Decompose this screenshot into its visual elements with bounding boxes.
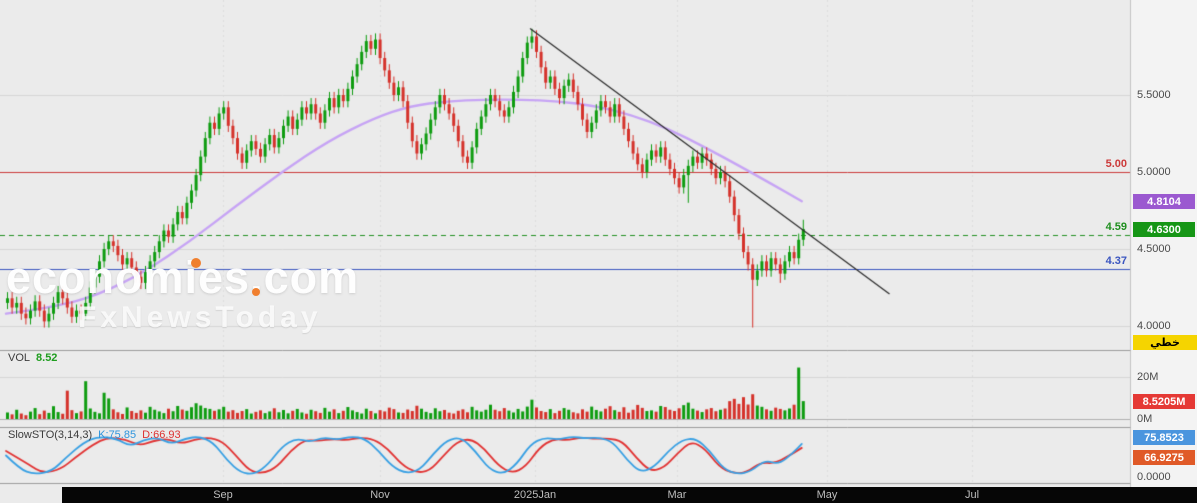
volume-value-badge: 8.5205M [1133, 394, 1195, 409]
y-axis-tick: 5.0000 [1137, 166, 1171, 178]
watermark-period-dot [252, 288, 260, 296]
time-axis[interactable]: Sep Nov 2025Jan Mar May Jul [62, 487, 1197, 503]
volume-pane-title: VOL [8, 352, 31, 364]
volume-last-value: 8.52 [36, 352, 58, 364]
last-price-badge: 4.6300 [1133, 222, 1195, 237]
price-level-label: 5.00 [1105, 158, 1127, 170]
sto-d-value-label: D:66.93 [142, 429, 181, 441]
volume-pane-label: VOL 8.52 [8, 352, 63, 364]
time-axis-label: 2025Jan [513, 489, 557, 501]
sto-d-badge: 66.9275 [1133, 450, 1195, 465]
time-axis-label: Jul [964, 489, 980, 501]
y-axis-tick: 4.0000 [1137, 320, 1171, 332]
sto-indicator-name: SlowSTO(3,14,3) [8, 429, 93, 441]
time-axis-label: May [816, 489, 838, 501]
sto-pane-label: SlowSTO(3,14,3) K:75.85 D:66.93 [8, 429, 187, 441]
y-axis-tick: 4.5000 [1137, 243, 1171, 255]
sto-k-value-label: K:75.85 [98, 429, 137, 441]
watermark-i-dot [191, 258, 201, 268]
price-level-label: 4.37 [1105, 255, 1127, 268]
watermark-brand: economies.com [6, 252, 360, 303]
price-level-label: 4.59 [1105, 221, 1127, 234]
sto-axis-tick: 0.0000 [1137, 471, 1171, 483]
time-axis-label: Nov [370, 489, 390, 501]
volume-axis-tick: 20M [1137, 371, 1159, 383]
time-axis-label: Sep [213, 489, 233, 501]
sto-k-badge: 75.8523 [1133, 430, 1195, 445]
scale-type-button[interactable]: خطي [1133, 335, 1197, 350]
time-axis-label: Mar [667, 489, 687, 501]
ma-value-badge: 4.8104 [1133, 194, 1195, 209]
y-axis-tick: 5.5000 [1137, 89, 1171, 101]
volume-axis-tick: 0M [1137, 413, 1153, 425]
watermark-subtitle: FxNewsToday [78, 301, 322, 334]
